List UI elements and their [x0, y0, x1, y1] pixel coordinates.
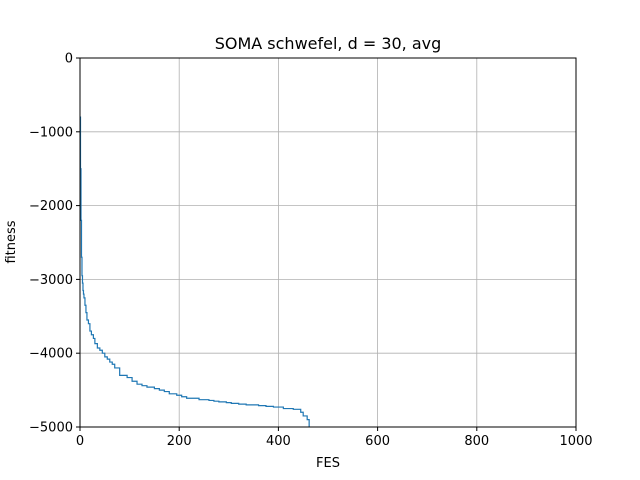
axes-border [79, 57, 577, 428]
y-tick-label: 0 [65, 52, 73, 67]
y-tick-label: −1000 [29, 125, 73, 140]
plot-background [80, 58, 576, 427]
x-tick-label: 600 [365, 434, 390, 449]
x-tick-label: 400 [266, 434, 291, 449]
x-tick-label: 0 [76, 434, 84, 449]
axes-frame [79, 57, 577, 428]
x-tick-label: 1000 [559, 434, 592, 449]
y-tick-label: −4000 [29, 347, 73, 362]
chart-title: SOMA schwefel, d = 30, avg [215, 34, 442, 53]
x-axis-label: FES [316, 456, 340, 471]
series-layer [80, 116, 310, 427]
ticks: 0 200 400 600 800 1000 0 −1000 −2000 −3000 −4000 −5… [29, 52, 593, 450]
grid [79, 57, 577, 428]
y-tick-label: −5000 [29, 421, 73, 436]
series-line [80, 116, 310, 427]
plot-area [80, 58, 576, 427]
x-tick-label: 800 [464, 434, 489, 449]
y-tick-label: −2000 [29, 199, 73, 214]
y-axis-label: fitness [4, 220, 19, 263]
y-tick-label: −3000 [29, 273, 73, 288]
x-tick-label: 200 [167, 434, 192, 449]
